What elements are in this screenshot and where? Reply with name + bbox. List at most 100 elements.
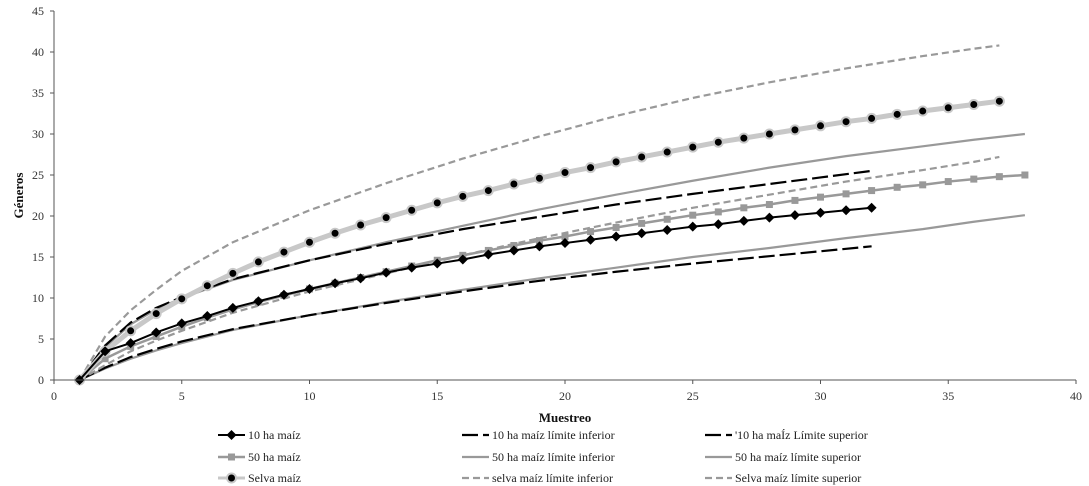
data-point xyxy=(663,215,671,223)
data-point xyxy=(559,167,571,179)
data-point xyxy=(661,146,673,158)
legend-label: '10 ha maÍz Límite superior xyxy=(735,428,868,442)
tick-labels: 0 5 10 15 20 25 30 35 40 0 5 10 15 20 25 30 35 40 45 xyxy=(32,4,1082,403)
data-point xyxy=(612,223,620,231)
data-point xyxy=(866,112,878,124)
data-point xyxy=(840,116,852,128)
data-point xyxy=(764,212,775,223)
data-point xyxy=(151,327,162,338)
data-point xyxy=(457,254,468,265)
series-10-ha-maiz-limite-inferior xyxy=(79,245,872,381)
data-point xyxy=(100,346,111,357)
series-selva-maiz xyxy=(74,95,1005,386)
data-point xyxy=(432,258,443,269)
data-point xyxy=(406,204,418,216)
data-point xyxy=(789,124,801,136)
data-point xyxy=(789,210,800,221)
data-point xyxy=(380,212,392,224)
data-point xyxy=(585,234,596,245)
legend-label: 50 ha maíz límite superior xyxy=(735,450,861,464)
legend-item-50-ha-maiz: 50 ha maíz xyxy=(218,450,301,464)
data-point xyxy=(765,201,773,209)
data-point xyxy=(662,224,673,235)
y-tick-label: 35 xyxy=(32,86,44,100)
legend-item-50-ha-maiz-limite-inferior: 50 ha maíz límite inferior xyxy=(462,450,615,464)
data-point xyxy=(330,278,341,289)
data-point xyxy=(101,355,109,363)
data-point xyxy=(457,190,469,202)
legend-label: 50 ha maíz xyxy=(248,450,301,464)
legend-label: Selva maíz xyxy=(248,471,301,485)
series-selva-maiz-limite-superior xyxy=(78,44,1000,381)
data-point xyxy=(125,325,137,337)
legend-label: selva maíz límite inferior xyxy=(492,471,613,485)
y-tick-label: 15 xyxy=(32,250,44,264)
data-point xyxy=(533,172,545,184)
data-point xyxy=(891,108,903,120)
data-point xyxy=(993,95,1005,107)
data-point xyxy=(176,293,188,305)
data-point xyxy=(868,187,876,195)
series-50-ha-maiz-limite-inferior xyxy=(79,214,1026,382)
data-point xyxy=(227,302,238,313)
data-point xyxy=(610,156,622,168)
data-point xyxy=(841,205,852,216)
legend-item-50-ha-maiz-limite-superior: 50 ha maíz límite superior xyxy=(705,450,861,464)
x-tick-label: 35 xyxy=(942,389,954,403)
series-selva-maiz-limite-inferior xyxy=(78,155,1000,381)
data-point xyxy=(355,219,367,231)
data-point xyxy=(253,296,264,307)
y-tick-label: 0 xyxy=(38,373,44,387)
x-tick-label: 10 xyxy=(304,389,316,403)
y-tick-label: 40 xyxy=(32,45,44,59)
data-point xyxy=(687,221,698,232)
legend-label: 10 ha maíz límite inferior xyxy=(492,428,615,442)
series-50-ha-maiz-limite-superior xyxy=(78,132,1026,381)
legend-marker xyxy=(228,453,235,461)
data-point xyxy=(1021,171,1029,179)
legend-item-selva-maiz: Selva maíz xyxy=(218,471,301,485)
data-point xyxy=(919,181,927,189)
legend-item-selva-maiz-limite-inferior: selva maíz límite inferior xyxy=(462,471,613,485)
data-point xyxy=(763,128,775,140)
data-point xyxy=(791,196,799,204)
x-tick-label: 15 xyxy=(431,389,443,403)
data-point xyxy=(944,178,952,186)
series-line xyxy=(79,245,872,381)
data-point xyxy=(970,175,978,183)
data-point xyxy=(587,228,595,236)
data-point xyxy=(227,267,239,279)
legend-marker xyxy=(226,472,237,484)
data-point xyxy=(508,178,520,190)
legend-item-10-ha-maiz: 10 ha maíz xyxy=(218,428,301,442)
data-point xyxy=(689,211,697,219)
data-point xyxy=(381,267,392,278)
legend-marker xyxy=(226,430,237,440)
x-tick-label: 40 xyxy=(1070,389,1082,403)
axes xyxy=(53,11,1076,381)
legend-label: 50 ha maíz límite inferior xyxy=(492,450,615,464)
data-point xyxy=(713,219,724,230)
series-10-ha-maiz xyxy=(74,202,877,385)
legend-label: Selva maíz límite superior xyxy=(735,471,861,485)
series-line xyxy=(79,214,1026,382)
legend-label: 10 ha maíz xyxy=(248,428,301,442)
y-tick-label: 20 xyxy=(32,209,44,223)
y-tick-label: 25 xyxy=(32,168,44,182)
x-axis-title: Muestreo xyxy=(539,410,591,425)
data-point xyxy=(535,237,543,245)
data-point xyxy=(842,190,850,198)
series-line xyxy=(78,169,872,381)
data-point xyxy=(355,273,366,284)
data-point xyxy=(740,204,748,212)
data-point xyxy=(636,228,647,239)
data-point xyxy=(278,246,290,258)
data-point xyxy=(995,173,1003,181)
series-line xyxy=(78,132,1026,381)
data-point xyxy=(917,105,929,117)
data-point xyxy=(176,318,187,329)
legend-item-selva-maiz-limite-superior: Selva maíz límite superior xyxy=(705,471,861,485)
data-point xyxy=(329,227,341,239)
data-point xyxy=(534,241,545,252)
